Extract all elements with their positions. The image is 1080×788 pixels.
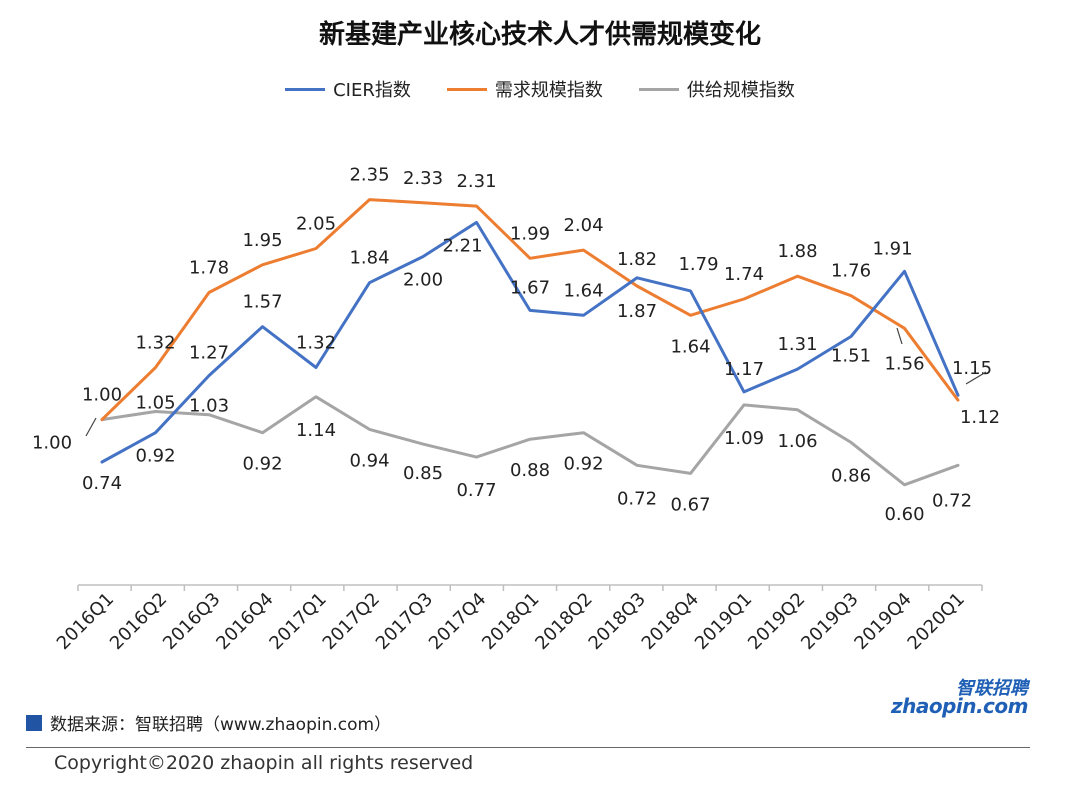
data-label-s0-10: 1.87 (617, 301, 657, 322)
data-label-s2-4: 1.14 (296, 420, 336, 441)
x-tick-label-2020Q1: 2020Q1 (904, 589, 969, 654)
x-tick-label-2019Q4: 2019Q4 (850, 589, 915, 654)
line-chart: 2016Q12016Q22016Q32016Q42017Q12017Q22017… (32, 165, 1000, 654)
legend-item-supply: 供给规模指数 (638, 76, 795, 102)
legend-item-cier: CIER指数 (285, 76, 411, 102)
data-label-s0-9: 1.64 (563, 280, 603, 301)
x-tick-label-2017Q4: 2017Q4 (425, 589, 490, 654)
data-label-s0-7: 2.21 (442, 235, 482, 256)
legend-label-cier: CIER指数 (333, 80, 411, 101)
data-label-s0-4: 1.32 (296, 332, 336, 353)
data-label-s0-1: 0.92 (135, 446, 175, 467)
data-label-s1-9: 2.04 (563, 215, 603, 236)
source-text: 数据来源：智联招聘（www.zhaopin.com） (50, 715, 392, 735)
data-label-s0-13: 1.31 (777, 334, 817, 355)
chart-legend: CIER指数 需求规模指数 供给规模指数 (0, 76, 1080, 102)
legend-swatch-cier (285, 87, 326, 91)
data-label-s0-6: 2.00 (403, 270, 443, 291)
leader-line-start (85, 417, 97, 437)
legend-label-demand: 需求规模指数 (494, 80, 603, 101)
data-label-s2-0: 1.00 (32, 433, 72, 454)
legend-swatch-supply (638, 87, 679, 91)
data-label-s2-3: 0.92 (242, 454, 282, 475)
data-label-s2-12: 1.09 (724, 428, 764, 449)
x-tick-label-2018Q4: 2018Q4 (638, 589, 703, 654)
series-line-2 (100, 395, 960, 487)
data-label-s2-10: 0.72 (617, 488, 657, 509)
data-label-s0-2: 1.27 (189, 343, 229, 364)
data-label-s2-14: 0.86 (831, 465, 871, 486)
logo-text-en: zhaopin.com (890, 694, 1029, 718)
x-tick-label-2017Q1: 2017Q1 (265, 589, 330, 654)
data-label-s2-13: 1.06 (777, 431, 817, 452)
data-label-s2-11: 0.67 (670, 494, 710, 515)
data-label-s2-9: 0.92 (563, 454, 603, 475)
series-line-1 (100, 198, 960, 422)
logo-text-cn: 智联招聘 (956, 678, 1028, 699)
x-tick-label-2016Q3: 2016Q3 (159, 589, 224, 654)
data-label-s0-8: 1.67 (510, 277, 550, 298)
x-tick-label-2019Q2: 2019Q2 (744, 589, 809, 654)
data-label-s1-12: 1.74 (724, 264, 764, 285)
data-label-s2-6: 0.85 (403, 463, 443, 484)
data-label-s0-0: 0.74 (82, 473, 122, 494)
zhaopin-logo: 智联招聘 zhaopin.com (888, 674, 1029, 720)
data-label-s0-12: 1.17 (724, 359, 764, 380)
data-label-s0-5: 1.84 (349, 248, 389, 269)
x-tick-label-2019Q1: 2019Q1 (691, 589, 756, 654)
chart-title: 新基建产业核心技术人才供需规模变化 (318, 20, 761, 50)
data-label-s2-15: 0.60 (884, 504, 924, 525)
data-label-s1-4: 2.05 (296, 213, 336, 234)
data-source: 数据来源：智联招聘（www.zhaopin.com） (26, 710, 391, 735)
footer-divider (26, 747, 1030, 748)
x-tick-label-2017Q2: 2017Q2 (319, 589, 384, 654)
data-label-s0-11: 1.79 (678, 254, 718, 275)
data-label-s1-0: 1.00 (82, 385, 122, 406)
leader-line-q4 (896, 327, 903, 345)
data-label-s2-16: 0.72 (932, 490, 972, 511)
data-label-s2-5: 0.94 (349, 450, 389, 471)
data-label-s1-16: 1.12 (960, 407, 1000, 428)
legend-item-demand: 需求规模指数 (446, 76, 603, 102)
data-label-s1-15: 1.56 (884, 353, 924, 374)
data-label-s2-7: 0.77 (456, 480, 496, 501)
data-label-s1-7: 2.31 (456, 171, 496, 192)
data-label-s0-16: 1.15 (952, 358, 992, 379)
source-marker (26, 714, 42, 731)
x-tick-label-2018Q3: 2018Q3 (585, 589, 650, 654)
data-label-s1-11: 1.64 (670, 336, 710, 357)
data-label-s0-3: 1.57 (242, 292, 282, 313)
legend-swatch-demand (446, 87, 487, 91)
data-label-s1-14: 1.76 (831, 261, 871, 282)
legend-label-supply: 供给规模指数 (686, 80, 795, 101)
data-label-s0-15: 1.91 (872, 238, 912, 259)
x-tick-label-2018Q1: 2018Q1 (478, 589, 543, 654)
leader-line-end (965, 371, 987, 385)
data-label-s2-8: 0.88 (510, 460, 550, 481)
data-label-s2-2: 1.03 (189, 396, 229, 417)
copyright-text: Copyright©2020 zhaopin all rights reserv… (54, 752, 474, 774)
x-tick-label-2016Q2: 2016Q2 (106, 589, 171, 654)
data-label-s1-5: 2.35 (349, 165, 389, 186)
data-label-s1-6: 2.33 (403, 168, 443, 189)
data-label-s1-10: 1.82 (617, 249, 657, 270)
data-label-s1-1: 1.32 (135, 332, 175, 353)
x-tick-label-2017Q3: 2017Q3 (372, 589, 437, 654)
series-line-0 (100, 220, 960, 464)
x-tick-label-2018Q2: 2018Q2 (531, 589, 596, 654)
data-label-s1-13: 1.88 (777, 241, 817, 262)
data-label-s1-2: 1.78 (189, 257, 229, 278)
x-tick-label-2019Q3: 2019Q3 (797, 589, 862, 654)
data-label-s1-8: 1.99 (510, 223, 550, 244)
data-label-s2-1: 1.05 (135, 392, 175, 413)
x-tick-label-2016Q4: 2016Q4 (212, 589, 277, 654)
data-label-s0-14: 1.51 (831, 345, 871, 366)
x-tick-label-2016Q1: 2016Q1 (53, 589, 118, 654)
data-label-s1-3: 1.95 (242, 230, 282, 251)
